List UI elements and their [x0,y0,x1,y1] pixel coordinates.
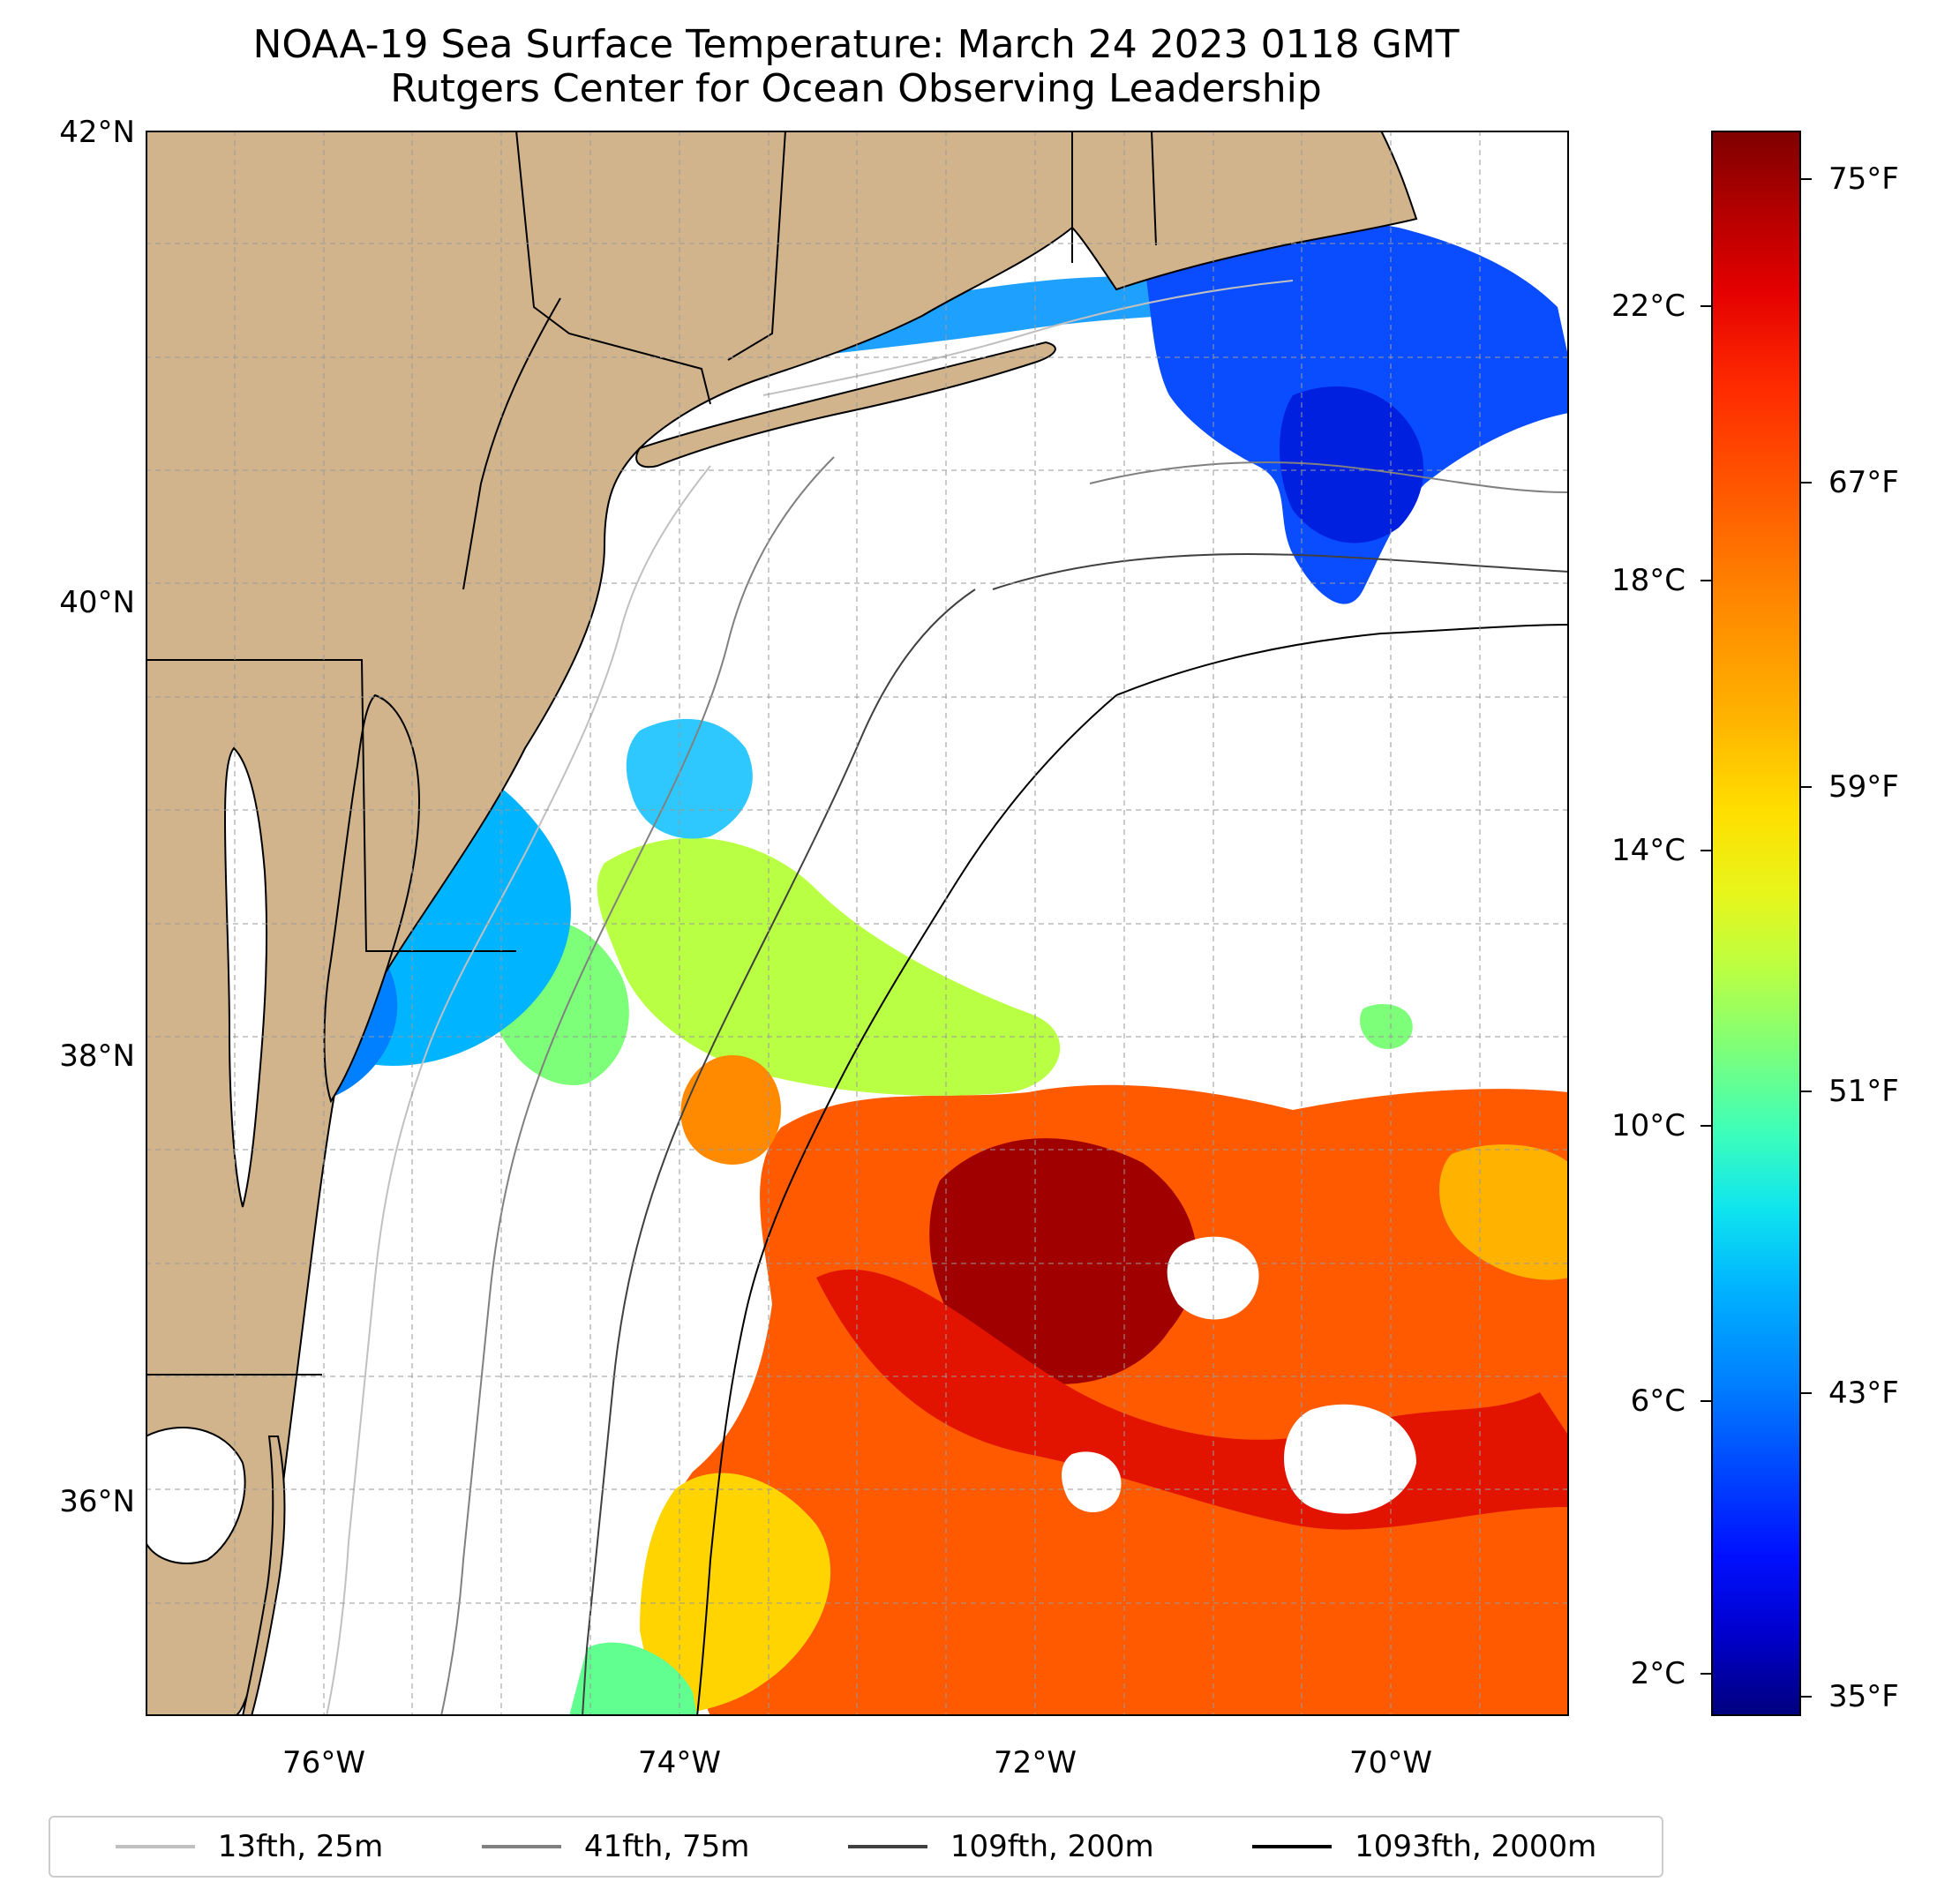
state-border [727,131,786,361]
lon-label-74: 74°W [638,1745,721,1780]
cb-label-celsius: 10°C [1610,1108,1685,1143]
land-mainland-north [146,131,1073,1716]
sst-small-green-patch [1360,1004,1413,1049]
sst-deep-blue [1280,386,1424,543]
temperature-colorbar [1711,131,1801,1716]
land-layer [146,131,1418,1716]
cb-tick-left [1701,1400,1711,1402]
state-border [462,297,561,590]
contour-75m [440,456,835,1716]
sst-data-layer [146,220,1569,1716]
lat-label-36: 36°N [59,1484,135,1519]
lat-label-38: 38°N [59,1038,135,1074]
cloud-gap [1062,1451,1122,1513]
cb-label-fahrenheit: 75°F [1828,161,1899,197]
state-border [1151,131,1157,246]
legend-swatch [1252,1845,1333,1848]
legend-label: 41fth, 75m [583,1829,750,1864]
chesapeake-water [223,746,268,1208]
sst-warm-region [665,1084,1569,1716]
map-title: NOAA-19 Sea Surface Temperature: March 2… [252,22,1460,67]
land-long-island [635,341,1056,469]
lon-label-70: 70°W [1349,1745,1432,1780]
lat-label-42: 42°N [59,115,135,150]
legend-item-2000m: 1093fth, 2000m [1252,1829,1596,1864]
contour-2000m [1115,624,1569,696]
cb-tick-left [1701,305,1711,307]
legend-item-25m: 13fth, 25m [115,1829,384,1864]
contour-200m [582,588,976,1716]
cb-label-celsius: 14°C [1610,833,1685,868]
cb-tick-left [1701,1125,1711,1127]
cb-tick-left [1701,580,1711,581]
cb-label-celsius: 2°C [1630,1656,1685,1691]
contour-2000m [696,694,1117,1716]
cb-tick-left [1701,850,1711,851]
sst-yellow-fringe [640,1473,831,1716]
lon-label-76: 76°W [282,1745,365,1780]
cb-label-fahrenheit: 35°F [1828,1679,1899,1714]
legend-item-75m: 41fth, 75m [481,1829,750,1864]
cb-tick-left [1701,1673,1711,1675]
sst-green-fringe [569,1642,697,1716]
state-border [515,131,711,405]
cb-label-celsius: 18°C [1610,563,1685,598]
state-border [146,659,516,952]
contour-legend: 13fth, 25m 41fth, 75m 109fth, 200m 1093f… [49,1816,1663,1878]
lat-label-40: 40°N [59,585,135,620]
map-subtitle: Rutgers Center for Ocean Observing Leade… [390,66,1322,111]
contour-25m [326,465,711,1716]
legend-label: 1093fth, 2000m [1355,1829,1597,1864]
sst-shelf-warm-ring [680,1055,781,1165]
land-delmarva [323,693,421,1104]
cb-tick-right [1801,1091,1812,1092]
cloud-gap [1284,1404,1416,1514]
outer-banks [241,1435,286,1716]
legend-swatch [115,1845,195,1848]
map-canvas [146,131,1569,1716]
contour-75m [1089,461,1569,493]
sst-hot-core [929,1138,1197,1384]
legend-item-200m: 109fth, 200m [847,1829,1154,1864]
cb-label-fahrenheit: 67°F [1828,465,1899,500]
title-block: NOAA-19 Sea Surface Temperature: March 2… [0,23,1712,111]
cb-tick-right [1801,786,1812,788]
sst-map [146,131,1569,1716]
sst-east-fringe [1439,1144,1569,1280]
gridlines [146,131,1569,1716]
legend-swatch [481,1845,561,1848]
bathymetry-layer [326,280,1569,1716]
cb-label-fahrenheit: 51°F [1828,1074,1899,1109]
legend-label: 13fth, 25m [217,1829,384,1864]
contour-200m [992,552,1569,590]
sst-light-blue-patch [626,718,753,839]
land-new-england [1071,131,1418,291]
cb-tick-right [1801,1392,1812,1394]
cb-label-fahrenheit: 43°F [1828,1376,1899,1411]
lon-label-72: 72°W [994,1745,1077,1780]
legend-label: 109fth, 200m [950,1829,1154,1864]
map-border [146,131,1569,1716]
contour-25m [762,280,1294,396]
legend-swatch [847,1845,927,1848]
cb-tick-right [1801,1696,1812,1698]
pamlico-water [146,1427,246,1564]
cb-tick-right [1801,482,1812,483]
cb-label-fahrenheit: 59°F [1828,769,1899,805]
cb-tick-right [1801,178,1812,180]
sst-greenish-mid [597,837,1061,1096]
cb-label-celsius: 22°C [1610,289,1685,324]
cb-label-celsius: 6°C [1630,1383,1685,1419]
